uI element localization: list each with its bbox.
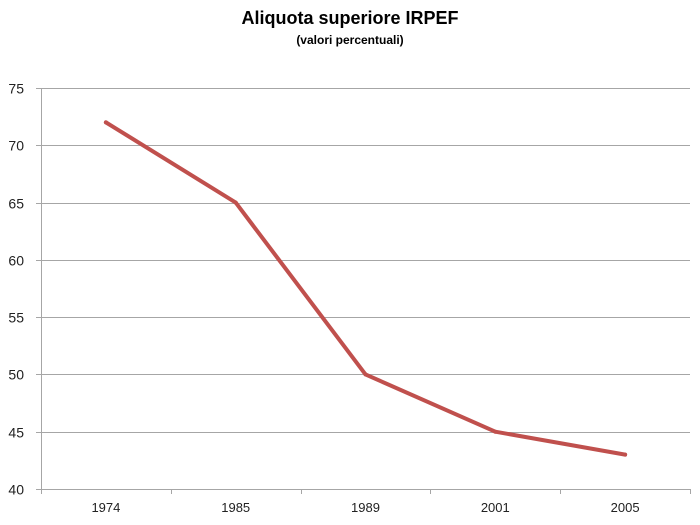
- chart-subtitle: (valori percentuali): [296, 33, 404, 47]
- y-tick-label: 55: [8, 310, 24, 326]
- series-line: [103, 120, 628, 457]
- y-tick-label: 50: [8, 367, 24, 383]
- data-point: [103, 120, 108, 125]
- data-point: [233, 200, 238, 205]
- y-tick-label: 70: [8, 138, 24, 154]
- x-tick-label: 2005: [611, 500, 640, 515]
- data-point: [623, 452, 628, 457]
- x-tick-label: 1989: [351, 500, 380, 515]
- y-tick-label: 40: [8, 482, 24, 498]
- chart-title: Aliquota superiore IRPEF: [241, 8, 459, 28]
- y-tick-label: 65: [8, 196, 24, 212]
- y-tick-label: 45: [8, 425, 24, 441]
- x-tick-label: 1974: [91, 500, 120, 515]
- y-tick-label: 75: [8, 81, 24, 97]
- x-tick-label: 1985: [221, 500, 250, 515]
- data-point: [363, 372, 368, 377]
- data-point: [493, 429, 498, 434]
- y-tick-label: 60: [8, 253, 24, 269]
- x-tick-label: 2001: [481, 500, 510, 515]
